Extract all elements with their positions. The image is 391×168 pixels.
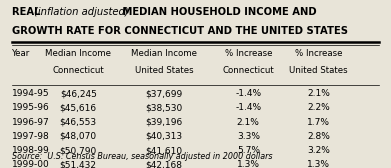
Text: $50,790: $50,790 xyxy=(59,146,97,155)
Text: $51,432: $51,432 xyxy=(60,160,97,168)
Text: $46,553: $46,553 xyxy=(60,118,97,127)
Text: -1.4%: -1.4% xyxy=(235,89,261,98)
Text: $40,313: $40,313 xyxy=(146,132,183,141)
Text: 2.1%: 2.1% xyxy=(307,89,330,98)
Text: 5.7%: 5.7% xyxy=(237,146,260,155)
Text: MEDIAN HOUSEHOLD INCOME AND: MEDIAN HOUSEHOLD INCOME AND xyxy=(119,7,316,17)
Text: $37,699: $37,699 xyxy=(145,89,183,98)
Text: (inflation adjusted): (inflation adjusted) xyxy=(34,7,129,17)
Text: $38,530: $38,530 xyxy=(145,103,183,112)
Text: 1.3%: 1.3% xyxy=(307,160,330,168)
Text: $42,168: $42,168 xyxy=(146,160,183,168)
Text: $45,616: $45,616 xyxy=(60,103,97,112)
Text: Source:  U.S. Census Bureau, seasonally adjusted in 2000 dollars: Source: U.S. Census Bureau, seasonally a… xyxy=(12,152,272,161)
Text: 3.2%: 3.2% xyxy=(307,146,330,155)
Text: % Increase: % Increase xyxy=(295,49,343,58)
Text: 1997-98: 1997-98 xyxy=(12,132,50,141)
Text: 1.3%: 1.3% xyxy=(237,160,260,168)
Text: 1.7%: 1.7% xyxy=(307,118,330,127)
Text: 1995-96: 1995-96 xyxy=(12,103,50,112)
Text: Year: Year xyxy=(12,49,30,58)
Text: -1.4%: -1.4% xyxy=(235,103,261,112)
Text: $46,245: $46,245 xyxy=(60,89,97,98)
Text: $39,196: $39,196 xyxy=(145,118,183,127)
Text: Median Income: Median Income xyxy=(131,49,197,58)
Text: Connecticut: Connecticut xyxy=(52,66,104,75)
Text: 2.8%: 2.8% xyxy=(307,132,330,141)
Text: 1994-95: 1994-95 xyxy=(12,89,49,98)
Text: 2.1%: 2.1% xyxy=(237,118,260,127)
Text: REAL: REAL xyxy=(12,7,44,17)
Text: 1996-97: 1996-97 xyxy=(12,118,50,127)
Text: 1998-99: 1998-99 xyxy=(12,146,50,155)
Text: 3.3%: 3.3% xyxy=(237,132,260,141)
Text: Connecticut: Connecticut xyxy=(222,66,274,75)
Text: $48,070: $48,070 xyxy=(60,132,97,141)
Text: United States: United States xyxy=(135,66,194,75)
Text: 1999-00: 1999-00 xyxy=(12,160,50,168)
Text: Median Income: Median Income xyxy=(45,49,111,58)
Text: GROWTH RATE FOR CONNECTICUT AND THE UNITED STATES: GROWTH RATE FOR CONNECTICUT AND THE UNIT… xyxy=(12,26,348,36)
Text: $41,610: $41,610 xyxy=(146,146,183,155)
Text: % Increase: % Increase xyxy=(224,49,272,58)
Text: 2.2%: 2.2% xyxy=(307,103,330,112)
Text: United States: United States xyxy=(289,66,348,75)
